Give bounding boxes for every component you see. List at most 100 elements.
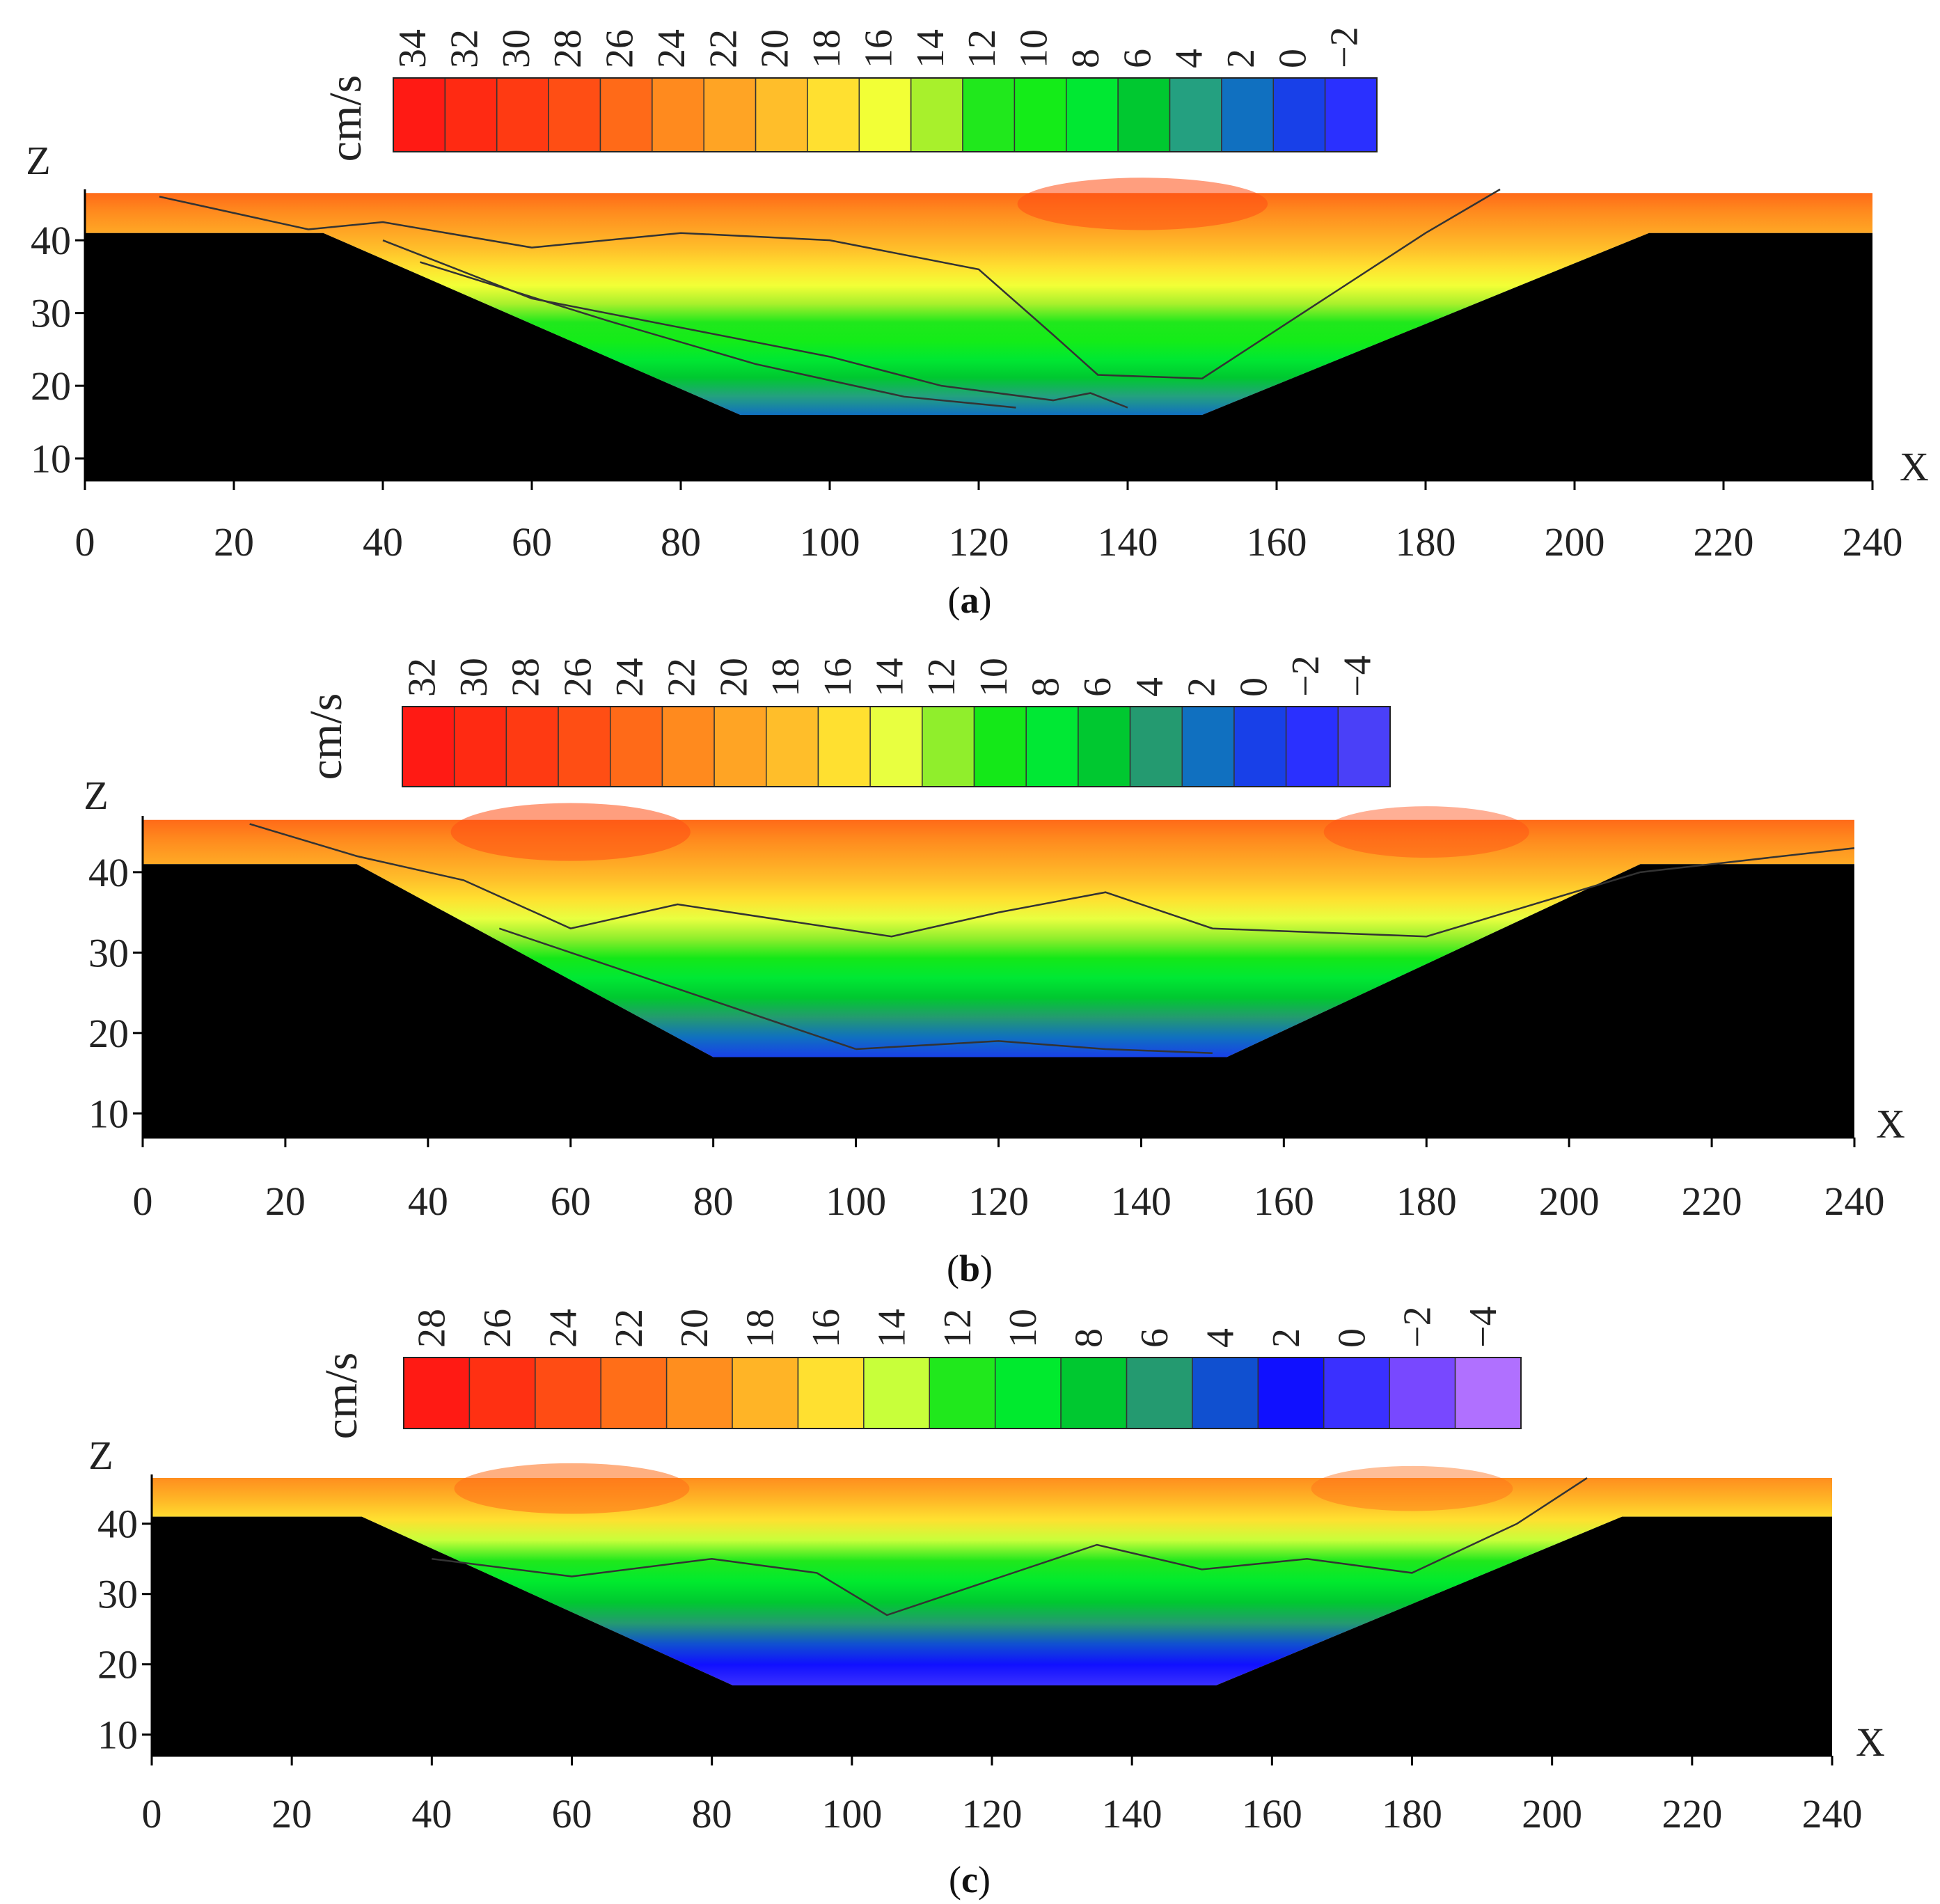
- colorbar-swatch: [1285, 706, 1339, 787]
- colorbar-swatch: [755, 77, 808, 152]
- colorbar-label: 16: [805, 1309, 848, 1348]
- colorbar-label: 8: [1064, 49, 1107, 68]
- colorbar-label: 34: [391, 29, 434, 68]
- colorbar-swatch: [1323, 1357, 1390, 1429]
- colorbar-label: 8: [1068, 1328, 1111, 1348]
- caption-letter: a: [961, 579, 979, 621]
- colorbar-label: 20: [712, 658, 755, 697]
- colorbar-label: 0: [1330, 1328, 1373, 1348]
- colorbar-label: 12: [920, 658, 963, 697]
- x-tick-label: 120: [968, 1179, 1029, 1224]
- velocity-core: [1017, 178, 1268, 230]
- colorbar-label: 28: [411, 1309, 454, 1348]
- colorbar-swatch: [599, 77, 653, 152]
- colorbar-swatch: [1169, 77, 1222, 152]
- colorbar-swatch: [1129, 706, 1183, 787]
- colorbar-swatch: [1454, 1357, 1522, 1429]
- x-tick-label: 220: [1694, 519, 1754, 565]
- x-tick-label: 200: [1539, 1179, 1600, 1224]
- colorbar-swatch: [403, 1357, 471, 1429]
- colorbar-label: 18: [739, 1309, 782, 1348]
- colorbar-swatch: [1181, 706, 1235, 787]
- caption-paren-open: (: [947, 1248, 959, 1289]
- colorbar-label: 6: [1116, 49, 1159, 68]
- colorbar-unit: cm/s: [316, 1353, 367, 1440]
- y-axis-label: Z: [26, 138, 50, 183]
- x-tick-label: 100: [826, 1179, 886, 1224]
- panel-b: 0 20 40 60 80 100 120 140 160 180 200 220 2401020304…: [84, 655, 1905, 1289]
- x-tick-label: 40: [408, 1179, 448, 1224]
- colorbar-label: 28: [546, 29, 590, 68]
- colorbar-label: 30: [495, 29, 538, 68]
- contour-line: [249, 823, 1855, 938]
- colorbar-label: 14: [868, 658, 911, 697]
- colorbar-swatch: [444, 77, 498, 152]
- x-tick-label: 180: [1396, 1179, 1457, 1224]
- caption-paren-open: (: [948, 579, 961, 621]
- panel-a: 0 20 40 60 80 100 120 140 160 180 200 220 2401020304…: [26, 26, 1929, 621]
- colorbar-label: −4: [1336, 655, 1380, 697]
- colorbar-label: 30: [452, 658, 496, 697]
- colorbar-label: 4: [1168, 49, 1211, 68]
- colorbar-swatch: [1078, 706, 1131, 787]
- contour-line: [159, 188, 1501, 379]
- colorbar-frame: [402, 706, 1391, 787]
- colorbar-label: 22: [661, 658, 704, 697]
- colorbar-swatch: [732, 1357, 799, 1429]
- colorbar-label: 4: [1128, 677, 1172, 697]
- x-tick-label: 160: [1247, 519, 1307, 565]
- velocity-core: [450, 803, 691, 861]
- y-tick-label: 20: [88, 1011, 129, 1056]
- water-field: [85, 193, 1872, 415]
- colorbar-label: 24: [542, 1309, 585, 1348]
- channel-bed: [85, 233, 1872, 480]
- colorbar-swatch: [1324, 77, 1378, 152]
- colorbar-swatch: [393, 77, 446, 152]
- x-tick-label: 180: [1396, 519, 1456, 565]
- x-tick-label: 160: [1254, 1179, 1314, 1224]
- velocity-core: [454, 1463, 690, 1514]
- x-tick-label: 200: [1545, 519, 1605, 565]
- y-tick-label: 40: [31, 218, 71, 263]
- x-tick-label: 160: [1242, 1791, 1302, 1836]
- y-tick-label: 20: [97, 1642, 138, 1687]
- caption-paren-close: ): [980, 1248, 993, 1289]
- panel-caption: (c): [949, 1859, 991, 1901]
- colorbar-swatch: [496, 77, 549, 152]
- colorbar-swatch: [1066, 77, 1119, 152]
- colorbar-swatch: [468, 1357, 536, 1429]
- colorbar-frame: [403, 1357, 1522, 1429]
- colorbar-label: −2: [1284, 655, 1327, 697]
- colorbar-swatch: [703, 77, 757, 152]
- colorbar-label: 18: [764, 658, 807, 697]
- colorbar-label: 4: [1199, 1328, 1242, 1348]
- contour-line: [855, 1040, 1213, 1054]
- colorbar-label: 24: [650, 29, 693, 68]
- channel-bed: [152, 1516, 1832, 1756]
- x-tick-label: 20: [265, 1179, 306, 1224]
- contour-line: [420, 261, 1016, 409]
- water-field: [152, 1478, 1832, 1685]
- colorbar-swatch: [600, 1357, 668, 1429]
- colorbar-label: 10: [1013, 29, 1056, 68]
- colorbar-label: 32: [443, 29, 486, 68]
- x-tick-label: 240: [1843, 519, 1903, 565]
- x-tick-label: 120: [949, 519, 1009, 565]
- colorbar-swatch: [548, 77, 601, 152]
- caption-paren-close: ): [978, 1859, 991, 1901]
- colorbar-swatch: [1257, 1357, 1325, 1429]
- colorbar-swatch: [1014, 77, 1067, 152]
- colorbar-swatch: [766, 706, 819, 787]
- colorbar-swatch: [1126, 1357, 1193, 1429]
- contour-line: [498, 927, 856, 1051]
- x-tick-label: 0: [133, 1179, 153, 1224]
- y-tick-label: 10: [97, 1713, 138, 1758]
- x-tick-label: 100: [800, 519, 860, 565]
- x-tick-label: 20: [271, 1791, 312, 1836]
- x-tick-label: 140: [1111, 1179, 1172, 1224]
- colorbar-label: 0: [1271, 49, 1314, 68]
- velocity-core: [1323, 806, 1529, 858]
- colorbar-frame: [393, 77, 1378, 152]
- colorbar-label: 26: [599, 29, 642, 68]
- colorbar-label: 26: [476, 1309, 519, 1348]
